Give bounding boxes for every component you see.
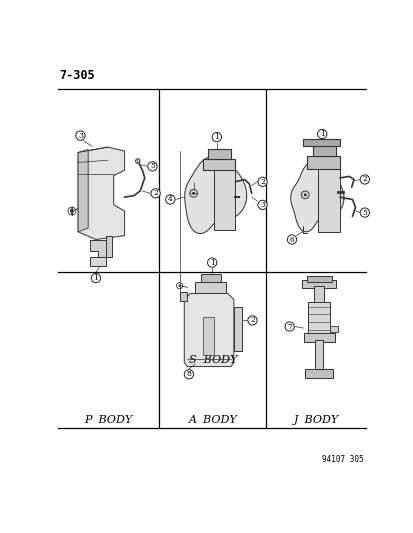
Text: 94107 305: 94107 305 bbox=[321, 455, 363, 464]
FancyBboxPatch shape bbox=[303, 333, 334, 342]
Text: 4: 4 bbox=[168, 196, 172, 204]
Circle shape bbox=[303, 193, 306, 196]
Text: 3: 3 bbox=[78, 132, 83, 140]
Polygon shape bbox=[207, 149, 230, 159]
Text: 1: 1 bbox=[214, 133, 219, 141]
FancyBboxPatch shape bbox=[90, 257, 106, 266]
Text: 8: 8 bbox=[186, 370, 191, 378]
Polygon shape bbox=[202, 159, 235, 170]
Circle shape bbox=[257, 177, 266, 187]
Text: J  BODY: J BODY bbox=[294, 415, 339, 425]
Circle shape bbox=[192, 192, 195, 195]
Polygon shape bbox=[78, 147, 124, 239]
Circle shape bbox=[287, 235, 296, 244]
Text: A  BODY: A BODY bbox=[188, 415, 237, 425]
Polygon shape bbox=[312, 146, 335, 156]
FancyBboxPatch shape bbox=[329, 326, 337, 332]
Polygon shape bbox=[184, 294, 233, 367]
Text: P  BODY: P BODY bbox=[84, 415, 132, 425]
Circle shape bbox=[178, 285, 180, 287]
Text: 2: 2 bbox=[249, 317, 254, 325]
Circle shape bbox=[184, 370, 193, 379]
Text: 1: 1 bbox=[93, 274, 98, 282]
Text: 6: 6 bbox=[289, 236, 294, 244]
Polygon shape bbox=[290, 160, 343, 232]
FancyBboxPatch shape bbox=[314, 341, 322, 370]
Circle shape bbox=[317, 130, 326, 139]
Text: S  BODY: S BODY bbox=[188, 356, 237, 366]
Text: 5: 5 bbox=[150, 163, 154, 171]
Polygon shape bbox=[233, 308, 241, 351]
Text: 7-305: 7-305 bbox=[59, 69, 95, 83]
Polygon shape bbox=[184, 156, 246, 233]
Polygon shape bbox=[195, 282, 225, 294]
Circle shape bbox=[257, 200, 266, 209]
Circle shape bbox=[359, 175, 369, 184]
Text: 1: 1 bbox=[319, 130, 324, 138]
Text: 1: 1 bbox=[209, 259, 214, 266]
Circle shape bbox=[247, 316, 256, 325]
Circle shape bbox=[135, 159, 140, 163]
FancyBboxPatch shape bbox=[306, 276, 331, 282]
Polygon shape bbox=[179, 292, 187, 301]
Circle shape bbox=[91, 273, 100, 282]
Circle shape bbox=[284, 322, 294, 331]
Circle shape bbox=[207, 258, 216, 267]
Polygon shape bbox=[318, 168, 339, 232]
Polygon shape bbox=[78, 149, 88, 232]
Text: 2: 2 bbox=[361, 175, 366, 183]
Text: 2: 2 bbox=[259, 178, 264, 186]
FancyBboxPatch shape bbox=[301, 280, 335, 288]
Polygon shape bbox=[106, 236, 112, 257]
Text: 5: 5 bbox=[361, 208, 366, 216]
Polygon shape bbox=[307, 156, 339, 168]
Circle shape bbox=[165, 195, 175, 204]
Circle shape bbox=[212, 133, 221, 142]
Polygon shape bbox=[214, 170, 235, 230]
FancyBboxPatch shape bbox=[314, 287, 323, 303]
Text: 7: 7 bbox=[287, 322, 292, 330]
Text: 2: 2 bbox=[153, 189, 158, 197]
Text: 3: 3 bbox=[259, 201, 264, 209]
Circle shape bbox=[151, 189, 160, 198]
Polygon shape bbox=[302, 140, 339, 146]
Polygon shape bbox=[202, 317, 213, 355]
FancyBboxPatch shape bbox=[304, 369, 332, 378]
Circle shape bbox=[359, 208, 369, 217]
Circle shape bbox=[76, 131, 85, 140]
Circle shape bbox=[70, 209, 73, 213]
FancyBboxPatch shape bbox=[308, 302, 329, 334]
Polygon shape bbox=[90, 239, 106, 259]
Polygon shape bbox=[201, 274, 221, 282]
Circle shape bbox=[147, 161, 157, 171]
